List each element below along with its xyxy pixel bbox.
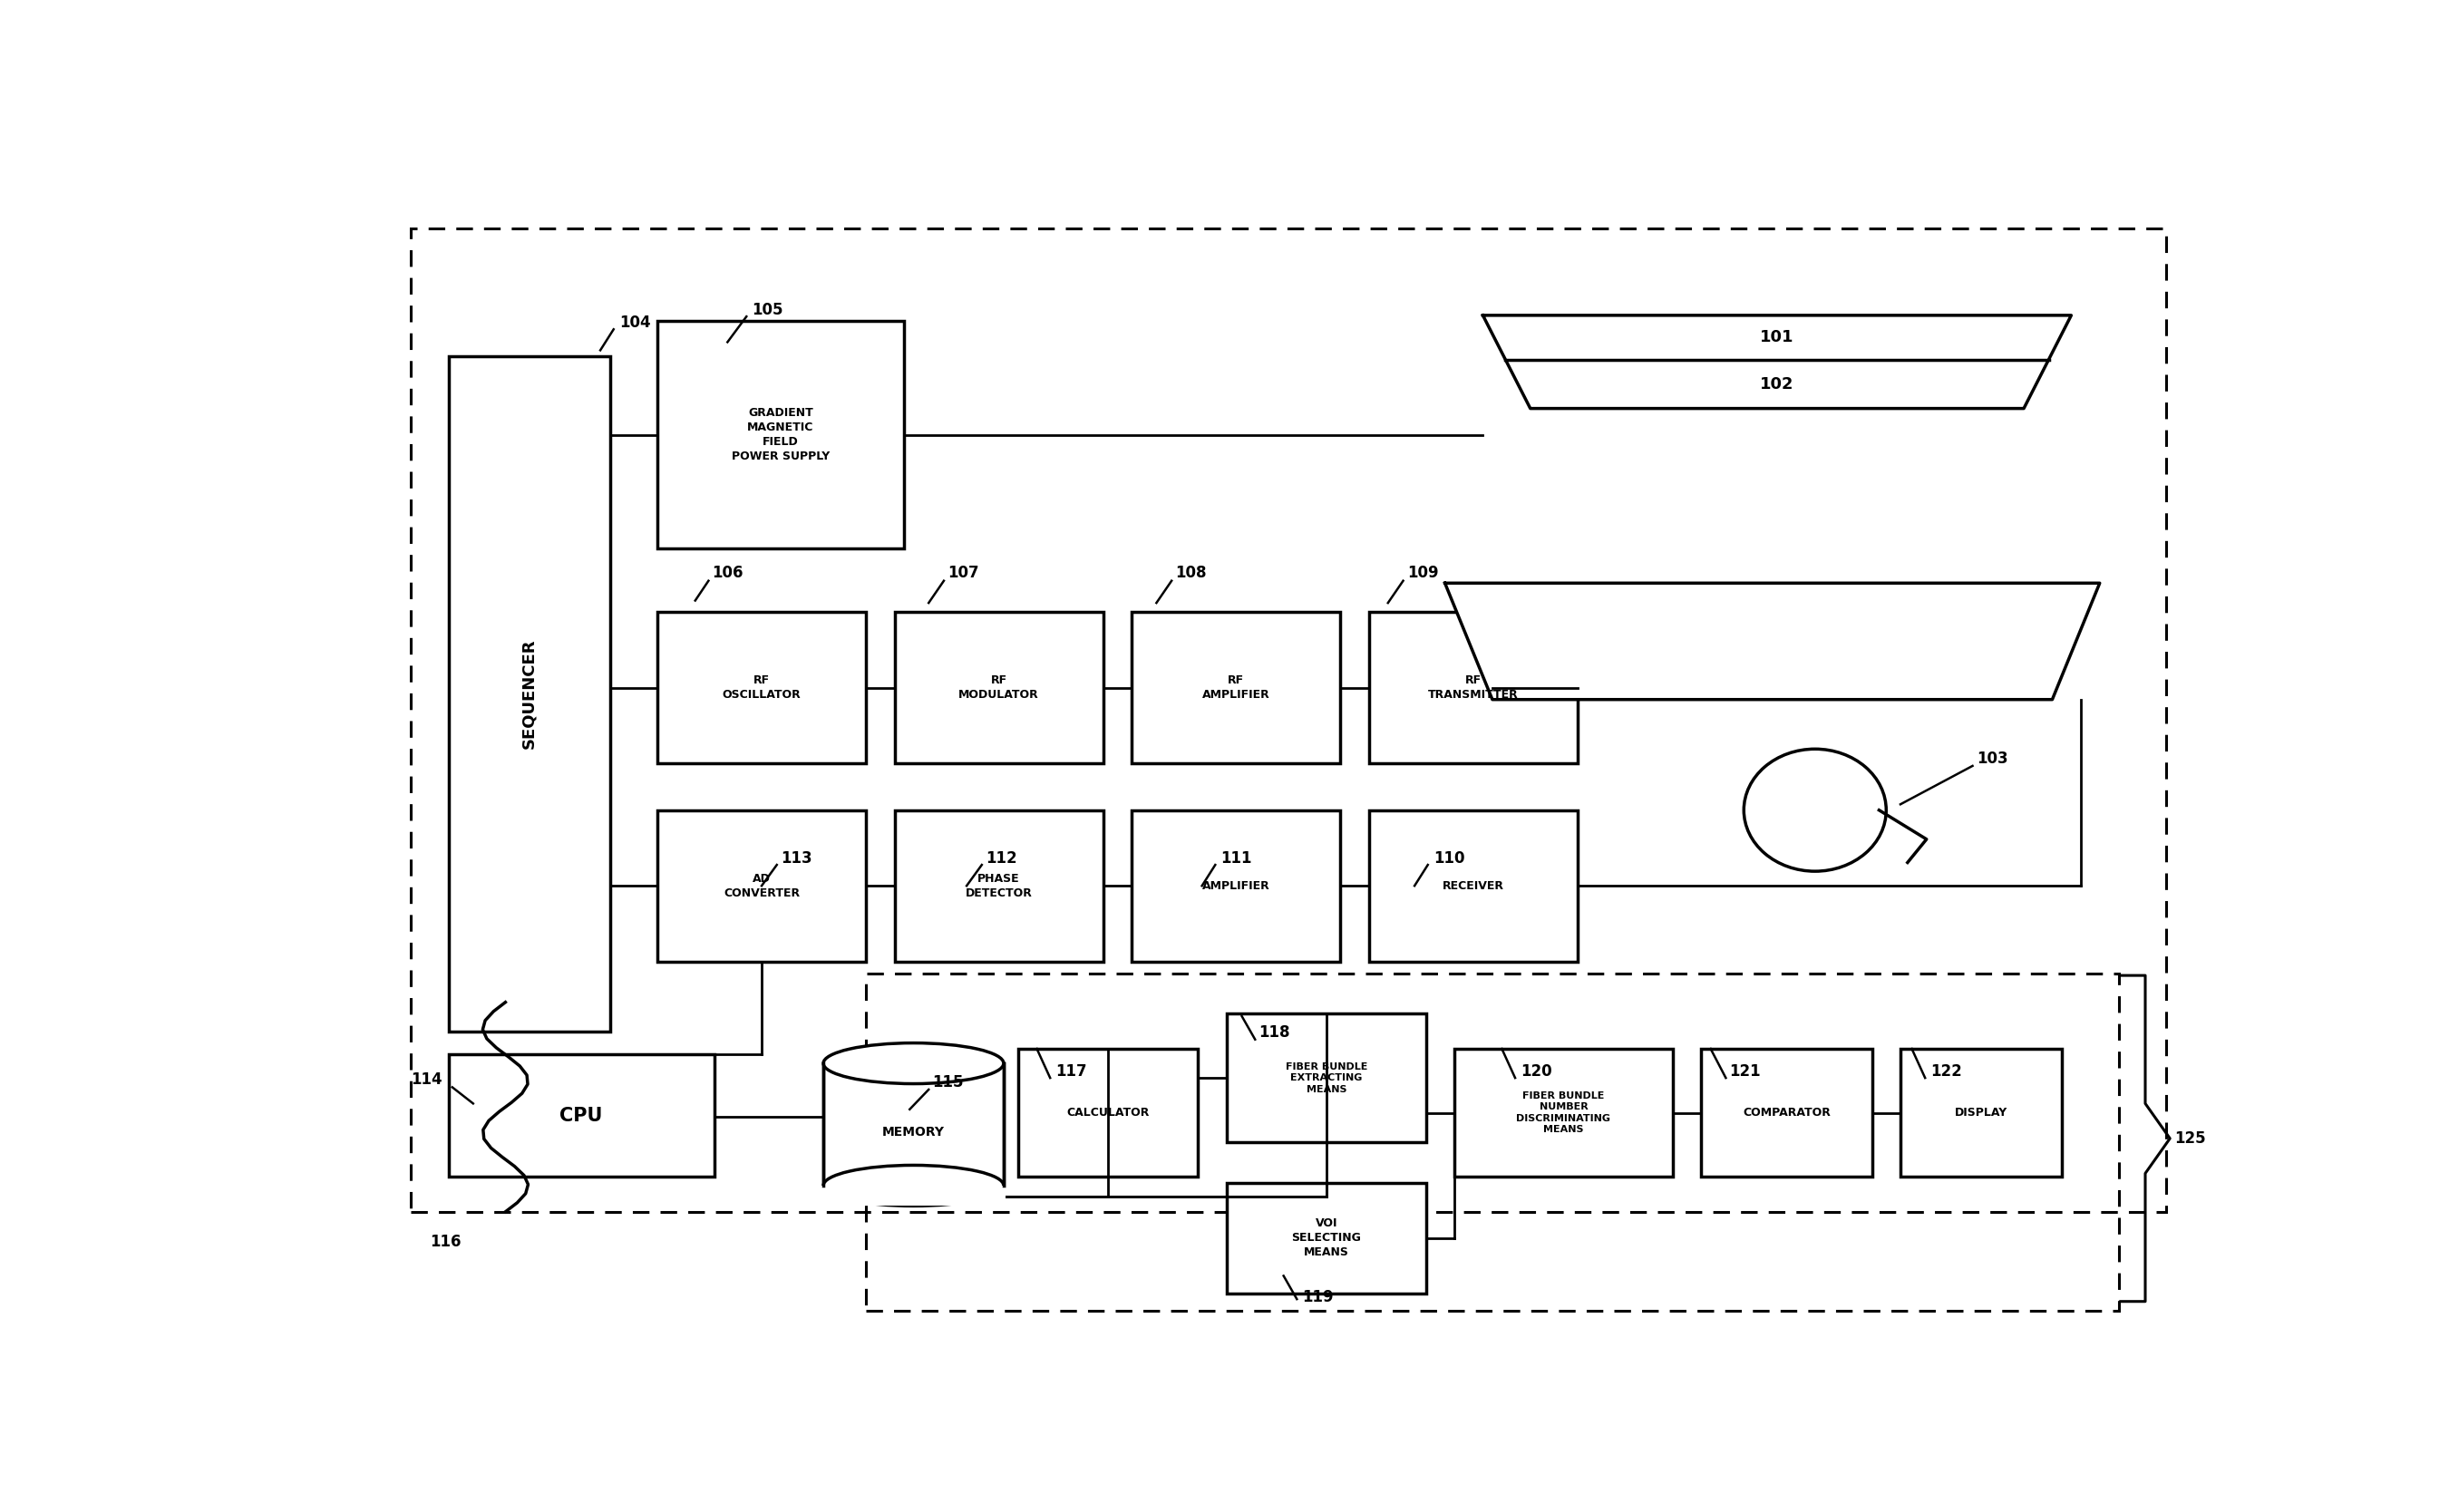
Text: 125: 125: [2175, 1131, 2207, 1146]
Bar: [820, 1185, 1007, 1207]
Text: 114: 114: [411, 1070, 441, 1087]
Text: PHASE
DETECTOR: PHASE DETECTOR: [965, 872, 1033, 900]
Bar: [1227, 1015, 1425, 1142]
Text: RF
TRANSMITTER: RF TRANSMITTER: [1428, 674, 1518, 702]
Text: 111: 111: [1222, 850, 1251, 866]
Text: 106: 106: [713, 564, 744, 581]
Text: FIBER BUNDLE
NUMBER
DISCRIMINATING
MEANS: FIBER BUNDLE NUMBER DISCRIMINATING MEANS: [1516, 1092, 1611, 1134]
Text: COMPARATOR: COMPARATOR: [1744, 1107, 1829, 1119]
Ellipse shape: [1744, 748, 1886, 871]
Polygon shape: [1484, 316, 2072, 408]
Text: VOI
SELECTING
MEANS: VOI SELECTING MEANS: [1291, 1217, 1362, 1258]
Text: 104: 104: [620, 314, 651, 331]
Text: RF
MODULATOR: RF MODULATOR: [958, 674, 1038, 702]
Text: 105: 105: [752, 301, 784, 318]
Bar: [1369, 810, 1577, 962]
Text: 118: 118: [1259, 1025, 1291, 1040]
Text: 108: 108: [1176, 564, 1207, 581]
Bar: [656, 810, 867, 962]
Text: RF
OSCILLATOR: RF OSCILLATOR: [722, 674, 801, 702]
Bar: [1131, 612, 1340, 764]
Text: RF
AMPLIFIER: RF AMPLIFIER: [1202, 674, 1271, 702]
Text: 117: 117: [1056, 1063, 1087, 1080]
Bar: [656, 321, 904, 549]
Bar: [1369, 612, 1577, 764]
Text: 102: 102: [1761, 376, 1795, 392]
Text: 120: 120: [1521, 1063, 1553, 1080]
Text: FIBER BUNDLE
EXTRACTING
MEANS: FIBER BUNDLE EXTRACTING MEANS: [1286, 1061, 1367, 1093]
Text: 101: 101: [1761, 330, 1795, 346]
Text: 109: 109: [1406, 564, 1438, 581]
Polygon shape: [1445, 584, 2099, 700]
Bar: [823, 1063, 1004, 1185]
Text: DISPLAY: DISPLAY: [1954, 1107, 2008, 1119]
Text: GRADIENT
MAGNETIC
FIELD
POWER SUPPLY: GRADIENT MAGNETIC FIELD POWER SUPPLY: [732, 407, 830, 463]
Bar: [1131, 810, 1340, 962]
Bar: [894, 810, 1102, 962]
Bar: [448, 357, 610, 1031]
Bar: [1227, 1182, 1425, 1293]
Bar: [448, 1055, 715, 1176]
Text: AD
CONVERTER: AD CONVERTER: [722, 872, 801, 900]
Bar: [1702, 1049, 1871, 1176]
Ellipse shape: [823, 1043, 1004, 1084]
Text: 107: 107: [948, 564, 980, 581]
Ellipse shape: [823, 1166, 1004, 1207]
Text: 103: 103: [1976, 751, 2008, 767]
Bar: [1900, 1049, 2062, 1176]
Text: 115: 115: [933, 1075, 965, 1090]
Text: AMPLIFIER: AMPLIFIER: [1202, 880, 1271, 892]
Text: 119: 119: [1303, 1288, 1335, 1305]
Text: RECEIVER: RECEIVER: [1442, 880, 1504, 892]
Text: 121: 121: [1729, 1063, 1761, 1080]
Bar: [1455, 1049, 1673, 1176]
Text: SEQUENCER: SEQUENCER: [522, 638, 536, 748]
Text: 112: 112: [984, 850, 1016, 866]
Text: 113: 113: [781, 850, 813, 866]
Bar: [867, 974, 2118, 1311]
Bar: [894, 612, 1102, 764]
Text: MEMORY: MEMORY: [882, 1126, 945, 1139]
Text: CALCULATOR: CALCULATOR: [1068, 1107, 1149, 1119]
Text: 122: 122: [1930, 1063, 1962, 1080]
Text: CPU: CPU: [561, 1107, 602, 1125]
Text: 110: 110: [1433, 850, 1465, 866]
Bar: [1019, 1049, 1198, 1176]
Bar: [656, 612, 867, 764]
Text: 116: 116: [429, 1234, 460, 1250]
Bar: [411, 228, 2167, 1211]
